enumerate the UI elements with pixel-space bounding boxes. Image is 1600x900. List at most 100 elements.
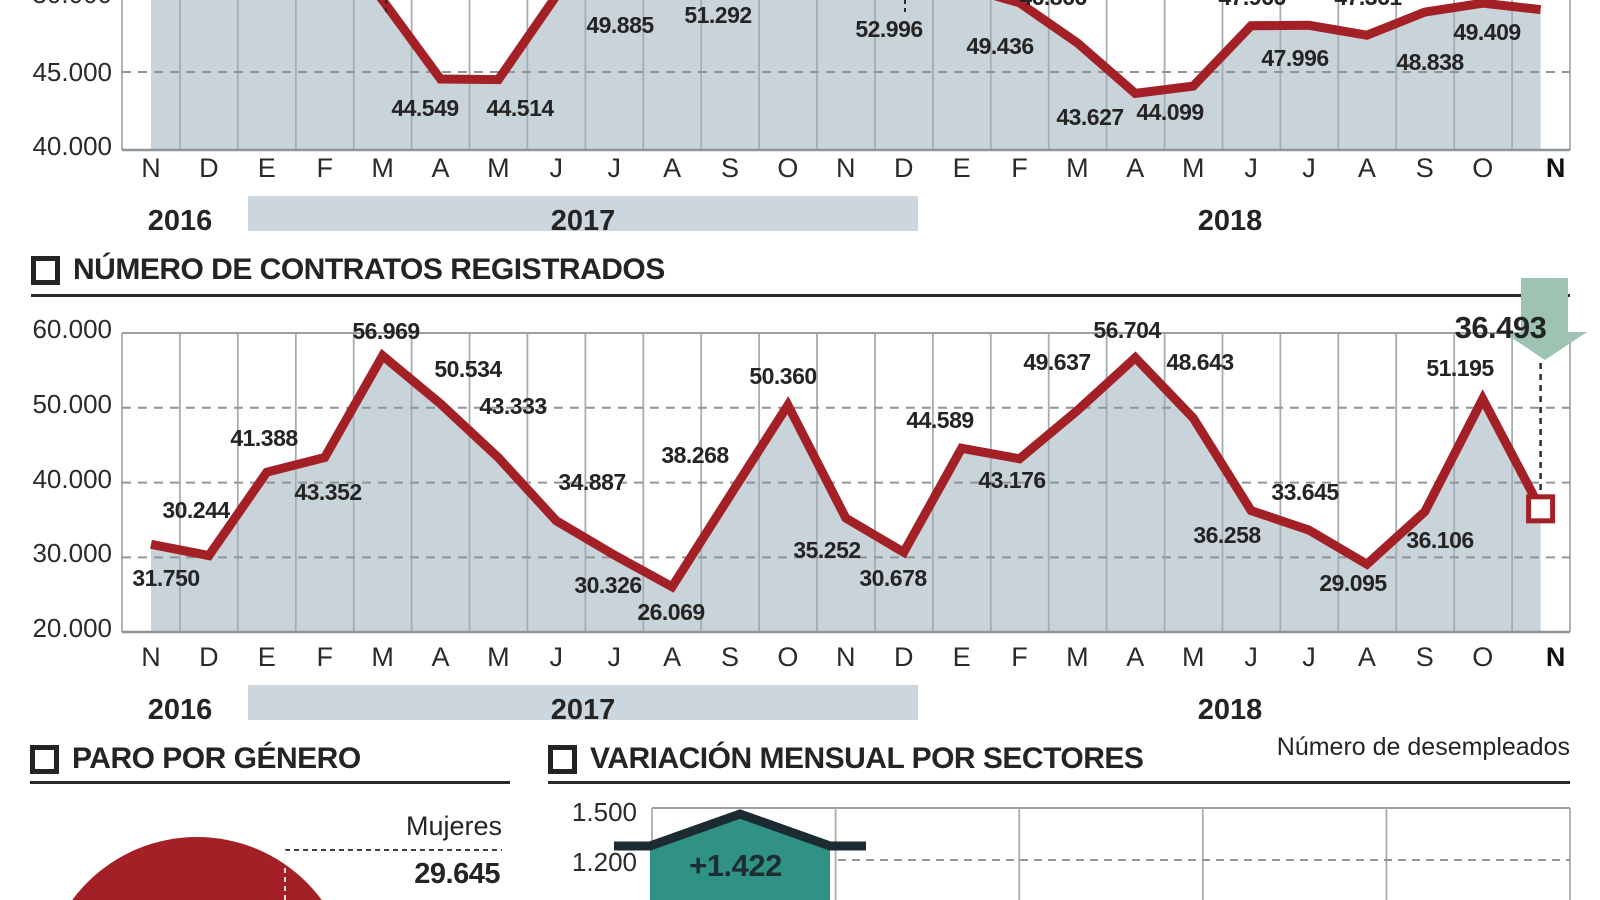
contratos-year-label: 2018 xyxy=(1198,694,1263,726)
paro-genero-header-rule xyxy=(30,781,510,784)
contratos-highlight-value: 36.493 xyxy=(1454,310,1547,345)
parados-month-label: J xyxy=(1244,153,1258,183)
contratos-value-label: 30.678 xyxy=(859,565,927,591)
contratos-month-label: A xyxy=(1358,642,1376,672)
current-point-marker xyxy=(1526,494,1556,524)
parados-month-label: F xyxy=(316,153,333,183)
parados-month-label: A xyxy=(1358,153,1376,183)
parados-value-label: 51.292 xyxy=(684,2,751,28)
contratos-ytick-label: 60.000 xyxy=(32,314,112,344)
section-title-contratos: NÚMERO DE CONTRATOS REGISTRADOS xyxy=(31,253,665,287)
contratos-month-label: J xyxy=(1244,642,1258,672)
contratos-month-label: A xyxy=(431,642,449,672)
contratos-ytick-label: 50.000 xyxy=(32,389,112,419)
pie-slice-value: 29.645 xyxy=(414,858,500,890)
contratos-month-label: D xyxy=(199,642,219,672)
parados-value-label: 46.866 xyxy=(1019,0,1086,10)
contratos-value-label: 26.069 xyxy=(637,599,704,625)
parados-value-label: 52.996 xyxy=(855,16,922,42)
contratos-header-rule xyxy=(31,294,1570,297)
parados-month-label: M xyxy=(1066,153,1089,183)
contratos-chart: 31.750 30.244 41.388 43.352 56.969 50.534 43.3… xyxy=(32,314,1571,726)
contratos-value-label: 33.645 xyxy=(1271,479,1339,505)
parados-month-label: A xyxy=(663,153,681,183)
parados-month-label: O xyxy=(1472,153,1493,183)
parados-value-label: 49.885 xyxy=(586,12,654,38)
parados-month-label: E xyxy=(953,153,971,183)
contratos-value-label: 29.095 xyxy=(1319,570,1387,596)
parados-month-label: N xyxy=(141,153,161,183)
down-arrow-icon xyxy=(1503,332,1587,360)
parados-month-label: N xyxy=(1546,153,1566,183)
contratos-value-label: 30.244 xyxy=(162,497,230,523)
contratos-month-label: D xyxy=(894,642,914,672)
contratos-month-label: M xyxy=(1066,642,1089,672)
sectores-ytick-1500: 1.500 xyxy=(571,797,637,827)
contratos-ytick-label: 30.000 xyxy=(32,538,112,568)
contratos-month-label: M xyxy=(371,642,394,672)
contratos-value-label: 56.704 xyxy=(1093,317,1161,343)
parados-value-label: 47.966 xyxy=(1218,0,1285,10)
square-bullet-icon xyxy=(548,744,577,774)
contratos-value-label: 50.534 xyxy=(434,356,502,382)
contratos-value-label: 43.352 xyxy=(294,479,361,505)
contratos-month-label: M xyxy=(487,642,510,672)
contratos-month-label: A xyxy=(663,642,681,672)
pie-circle xyxy=(72,837,322,900)
parados-value-label: 44.514 xyxy=(486,95,554,121)
contratos-value-label: 30.326 xyxy=(574,572,641,598)
contratos-ytick-label: 40.000 xyxy=(32,464,112,494)
contratos-month-label: J xyxy=(550,642,564,672)
contratos-value-label: 56.969 xyxy=(352,318,419,344)
section-title-paro-genero: PARO POR GÉNERO xyxy=(30,742,361,776)
contratos-value-label: 51.195 xyxy=(1426,355,1494,381)
parados-month-label: S xyxy=(721,153,739,183)
contratos-value-label: 35.252 xyxy=(793,537,860,563)
contratos-year-band xyxy=(248,685,918,720)
contratos-month-label: O xyxy=(777,642,798,672)
parados-month-label: O xyxy=(777,153,798,183)
parados-area xyxy=(151,0,1541,150)
contratos-value-label: 41.388 xyxy=(230,425,298,451)
contratos-month-label: A xyxy=(1126,642,1144,672)
parados-month-label: D xyxy=(894,153,914,183)
parados-month-label: J xyxy=(607,153,621,183)
up-arrow-outline xyxy=(614,809,866,851)
parados-value-label: 48.838 xyxy=(1396,49,1464,75)
contratos-value-label: 44.589 xyxy=(906,407,973,433)
section-title-sectores: VARIACIÓN MENSUAL POR SECTORES xyxy=(548,742,1144,776)
parados-ytick-label: 45.000 xyxy=(32,57,112,87)
contratos-value-label: 38.268 xyxy=(661,442,729,468)
parados-month-label: E xyxy=(258,153,276,183)
section-title-text: VARIACIÓN MENSUAL POR SECTORES xyxy=(590,742,1144,775)
square-bullet-icon xyxy=(30,744,59,774)
contratos-year-label: 2016 xyxy=(148,694,213,726)
contratos-year-label: 2017 xyxy=(551,694,616,726)
contratos-month-label: E xyxy=(953,642,971,672)
contratos-month-label: S xyxy=(721,642,739,672)
section-title-text: PARO POR GÉNERO xyxy=(72,742,361,775)
contratos-value-label: 36.258 xyxy=(1193,522,1261,548)
parados-month-label: S xyxy=(1416,153,1434,183)
contratos-ytick-label: 20.000 xyxy=(32,613,112,643)
parados-year-band xyxy=(248,196,918,231)
parados-month-label: F xyxy=(1011,153,1028,183)
contratos-value-label: 48.643 xyxy=(1166,349,1233,375)
contratos-value-label: 43.176 xyxy=(978,467,1045,493)
contratos-month-label: O xyxy=(1472,642,1493,672)
parados-month-label: A xyxy=(431,153,449,183)
parados-month-label: J xyxy=(550,153,564,183)
contratos-month-label: N xyxy=(141,642,161,672)
contratos-month-label: J xyxy=(1302,642,1316,672)
parados-month-label: N xyxy=(836,153,856,183)
sectores-header-rule xyxy=(548,781,1570,784)
contratos-month-label: N xyxy=(1546,642,1566,672)
parados-month-label: M xyxy=(487,153,510,183)
parados-year-label: 2016 xyxy=(148,205,213,237)
parados-year-label: 2017 xyxy=(551,205,616,237)
parados-value-label: 43.627 xyxy=(1056,104,1123,130)
parados-value-label: 44.549 xyxy=(391,95,458,121)
contratos-value-label: 31.750 xyxy=(132,565,199,591)
contratos-month-label: F xyxy=(316,642,333,672)
